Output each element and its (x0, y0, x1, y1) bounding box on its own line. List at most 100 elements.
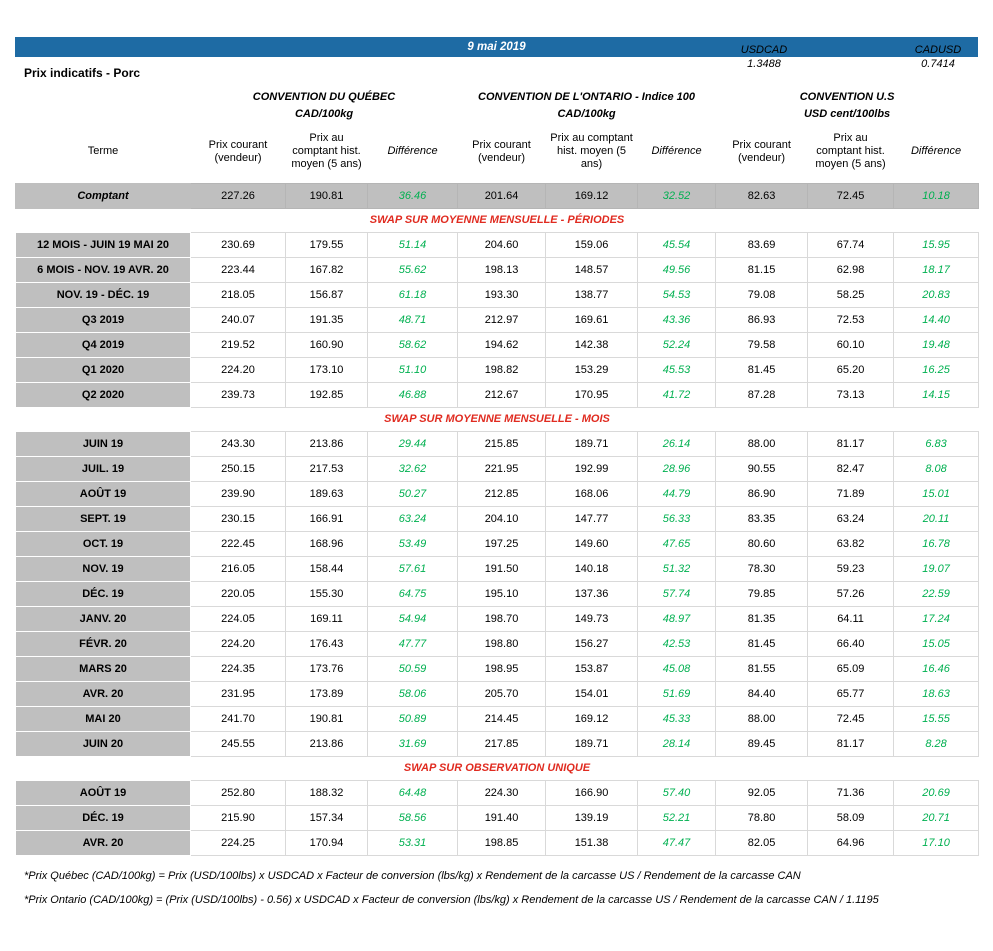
us-prix-comptant-header: Prix au comptant hist. moyen (5 ans) (815, 132, 886, 171)
difference-cell: 18.63 (893, 680, 980, 707)
price-cell: 173.89 (285, 680, 368, 707)
term-label: MARS 20 (15, 655, 191, 682)
difference-cell: 45.08 (637, 655, 717, 682)
difference-cell: 19.07 (893, 555, 980, 582)
price-cell: 240.07 (190, 306, 286, 333)
price-cell: 213.86 (285, 730, 368, 757)
difference-cell: 20.11 (893, 505, 980, 532)
price-cell: 79.08 (715, 281, 809, 308)
difference-cell: 17.24 (893, 605, 980, 632)
table-row: AVR. 20 224.25 170.94 53.31 198.85 151.38 47.4… (15, 829, 980, 856)
table-row: MARS 20 224.35 173.76 50.59 198.95 153.87 45.0… (15, 655, 980, 682)
price-cell: 216.05 (190, 555, 286, 582)
difference-cell: 57.74 (637, 580, 717, 607)
difference-cell: 17.10 (893, 829, 980, 856)
price-cell: 214.45 (457, 705, 547, 732)
price-cell: 66.40 (807, 630, 895, 657)
page-title: Prix indicatifs - Porc (24, 66, 141, 80)
price-cell: 139.19 (545, 804, 639, 831)
price-cell: 166.90 (545, 779, 639, 806)
price-cell: 147.77 (545, 505, 639, 532)
price-cell: 190.81 (285, 182, 368, 209)
report-date: 9 mai 2019 (467, 41, 526, 53)
price-cell: 154.01 (545, 680, 639, 707)
price-cell: 148.57 (545, 256, 639, 283)
price-cell: 62.98 (807, 256, 895, 283)
term-label: OCT. 19 (15, 530, 191, 557)
price-cell: 168.96 (285, 530, 368, 557)
table-row: DÉC. 19 215.90 157.34 58.56 191.40 139.19 52.2… (15, 804, 980, 831)
date-banner: 9 mai 2019 (15, 37, 978, 57)
table-row: AOÛT 19 252.80 188.32 64.48 224.30 166.90 57.4… (15, 779, 980, 806)
difference-cell: 44.79 (637, 480, 717, 507)
table-row: Q2 2020 239.73 192.85 46.88 212.67 170.95 41.7… (15, 381, 980, 408)
table-row: Q3 2019 240.07 191.35 48.71 212.97 169.61 43.3… (15, 306, 980, 333)
price-cell: 224.20 (190, 356, 286, 383)
difference-cell: 41.72 (637, 381, 717, 408)
table-row: 12 MOIS - JUIN 19 MAI 20 230.69 179.55 51.1… (15, 231, 980, 258)
price-cell: 65.77 (807, 680, 895, 707)
difference-cell: 42.53 (637, 630, 717, 657)
difference-cell: 14.15 (893, 381, 980, 408)
difference-cell: 15.95 (893, 231, 980, 258)
price-cell: 243.30 (190, 430, 286, 457)
price-cell: 204.60 (457, 231, 547, 258)
price-cell: 63.24 (807, 505, 895, 532)
difference-cell: 29.44 (366, 430, 459, 457)
difference-cell: 57.40 (637, 779, 717, 806)
difference-cell: 19.48 (893, 331, 980, 358)
price-cell: 58.09 (807, 804, 895, 831)
price-cell: 142.38 (545, 331, 639, 358)
price-cell: 191.35 (285, 306, 368, 333)
table-row: AVR. 20 231.95 173.89 58.06 205.70 154.01 51.6… (15, 680, 980, 707)
cadusd-label: CADUSD (914, 44, 962, 56)
price-cell: 198.70 (457, 605, 547, 632)
difference-cell: 54.94 (366, 605, 459, 632)
table-row: Q4 2019 219.52 160.90 58.62 194.62 142.38 52.2… (15, 331, 980, 358)
table-row: JUIN 19 243.30 213.86 29.44 215.85 189.71 26.1… (15, 430, 980, 457)
term-label: Comptant (15, 182, 191, 209)
table-row: 6 MOIS - NOV. 19 AVR. 20 223.44 167.82 55.6… (15, 256, 980, 283)
spacer-cell (16, 104, 191, 121)
difference-cell: 61.18 (366, 281, 459, 308)
term-label: NOV. 19 (15, 555, 191, 582)
table-row: MAI 20 241.70 190.81 50.89 214.45 169.12 45.33… (15, 705, 980, 732)
us-difference-header: Différence (910, 145, 962, 158)
term-label: SEPT. 19 (15, 505, 191, 532)
price-cell: 153.87 (545, 655, 639, 682)
section-header-row: SWAP SUR MOYENNE MENSUELLE - MOIS (15, 407, 979, 431)
difference-cell: 6.83 (893, 430, 980, 457)
price-cell: 149.73 (545, 605, 639, 632)
difference-cell: 50.59 (366, 655, 459, 682)
price-cell: 63.82 (807, 530, 895, 557)
difference-cell: 31.69 (366, 730, 459, 757)
price-cell: 222.45 (190, 530, 286, 557)
price-table-body: Comptant 227.26 190.81 36.46 201.64 169.12 32.… (15, 182, 980, 856)
usdcad-label: USDCAD (740, 44, 788, 56)
footnotes: *Prix Québec (CAD/100kg) = Prix (USD/100… (24, 870, 993, 906)
table-row: NOV. 19 - DÉC. 19 218.05 156.87 61.18 193.30… (15, 281, 980, 308)
difference-cell: 20.83 (893, 281, 980, 308)
price-cell: 217.53 (285, 455, 368, 482)
price-cell: 204.10 (457, 505, 547, 532)
term-label: JUIN 19 (15, 430, 191, 457)
price-cell: 213.86 (285, 430, 368, 457)
price-cell: 156.27 (545, 630, 639, 657)
table-row: JANV. 20 224.05 169.11 54.94 198.70 149.73 48.… (15, 605, 980, 632)
us-prix-courant-header: Prix courant (vendeur) (732, 138, 791, 164)
difference-cell: 43.36 (637, 306, 717, 333)
term-label: NOV. 19 - DÉC. 19 (15, 281, 191, 308)
price-cell: 72.45 (807, 705, 895, 732)
convention-quebec-header: CONVENTION DU QUÉBEC (252, 91, 396, 103)
price-cell: 191.50 (457, 555, 547, 582)
usdcad-rate: USDCAD 1.3488 (712, 43, 816, 71)
price-cell: 81.45 (715, 630, 809, 657)
difference-cell: 64.75 (366, 580, 459, 607)
table-row: JUIL. 19 250.15 217.53 32.62 221.95 192.99 28.… (15, 455, 980, 482)
price-cell: 64.96 (807, 829, 895, 856)
price-cell: 140.18 (545, 555, 639, 582)
price-table: CONVENTION DU QUÉBEC CONVENTION DE L'ONT… (15, 83, 980, 856)
difference-cell: 10.18 (893, 182, 980, 209)
table-row: Comptant 227.26 190.81 36.46 201.64 169.12 32.… (15, 182, 980, 209)
difference-cell: 45.53 (637, 356, 717, 383)
